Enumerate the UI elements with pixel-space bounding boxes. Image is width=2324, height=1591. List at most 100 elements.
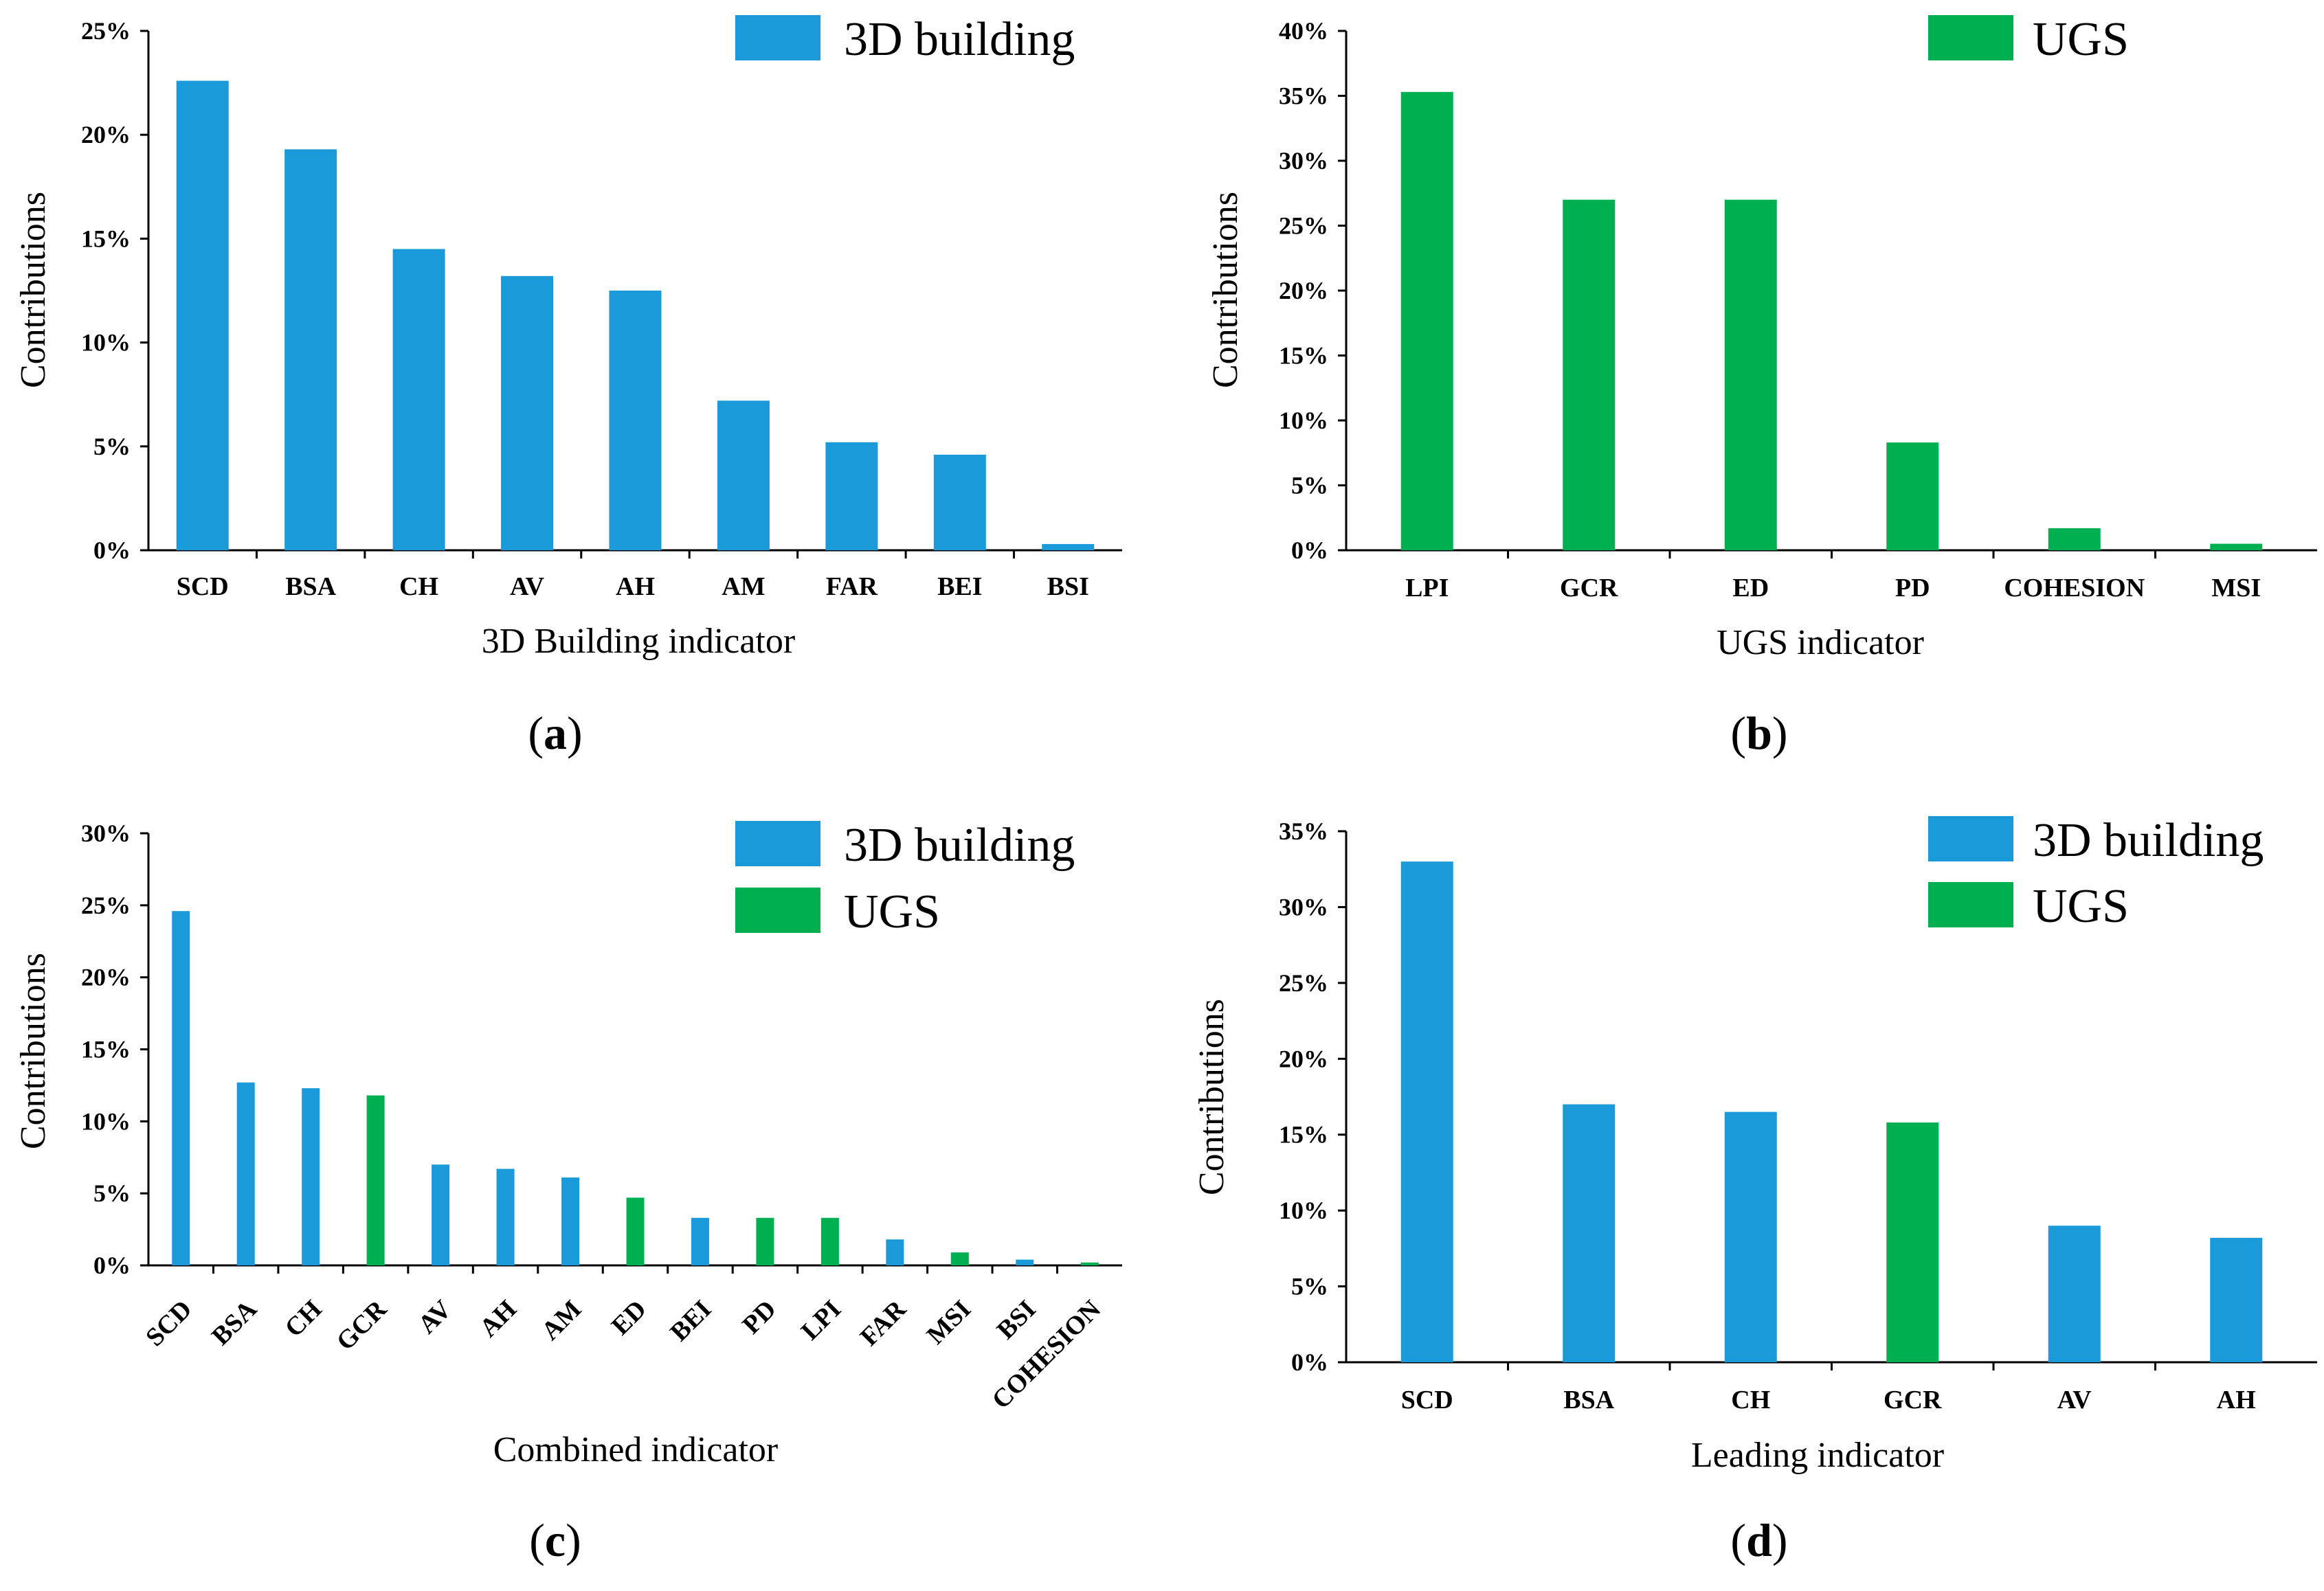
- y-tick-label: 5%: [1291, 472, 1328, 499]
- y-tick-label: 0%: [93, 537, 131, 564]
- bar-bsa: [284, 149, 337, 551]
- y-tick-label: 10%: [81, 1107, 131, 1135]
- bar-am: [717, 400, 770, 550]
- legend: 3D building: [735, 13, 1075, 66]
- x-category-label: BSI: [1047, 572, 1089, 601]
- panel-label: (a): [528, 707, 582, 759]
- x-category-label: BEI: [937, 572, 982, 601]
- x-category-label: AV: [412, 1294, 457, 1339]
- y-axis-title: Contributions: [1206, 192, 1245, 388]
- x-category-label: BSA: [285, 572, 336, 601]
- y-axis-title: Contributions: [14, 192, 53, 388]
- panel-a-chart: 0% 5% 10% 15% 20% 25% SCD BSA CH AV AH AM FAR BEI BSI 3…: [14, 13, 1122, 759]
- bar-pd: [756, 1217, 774, 1265]
- y-tick-label: 20%: [1279, 1045, 1328, 1072]
- x-category-label: MSI: [921, 1295, 976, 1350]
- y-tick-label: 30%: [1279, 893, 1328, 921]
- x-category-label: CH: [1731, 1386, 1770, 1414]
- legend-swatch-ugs: [735, 888, 820, 933]
- y-tick-label: 15%: [1279, 1121, 1328, 1149]
- legend: UGS: [1928, 13, 2129, 66]
- legend: 3D building UGS: [735, 819, 1075, 938]
- y-tick-label: 20%: [81, 121, 131, 148]
- y-axis-title: Contributions: [1192, 999, 1231, 1195]
- x-category-label: SCD: [140, 1295, 197, 1352]
- y-tick-label: 5%: [93, 1180, 131, 1207]
- bar-bei: [691, 1217, 709, 1265]
- panel-label: (b): [1730, 707, 1787, 759]
- bar-cohesion: [2048, 528, 2101, 550]
- legend-label-building: 3D building: [844, 13, 1075, 66]
- y-tick-label: 30%: [1279, 147, 1328, 174]
- x-axis-title: 3D Building indicator: [482, 622, 795, 661]
- x-category-label: AV: [2057, 1386, 2092, 1414]
- bar-scd: [176, 80, 229, 551]
- x-category-label: GCR: [331, 1294, 393, 1356]
- y-tick-label: 5%: [93, 433, 131, 460]
- x-axis-title: Leading indicator: [1691, 1436, 1944, 1475]
- y-tick-label: 0%: [93, 1252, 131, 1279]
- y-tick-label: 25%: [81, 892, 131, 919]
- x-category-label: GCR: [1884, 1386, 1942, 1414]
- y-tick-label: 0%: [1291, 537, 1328, 564]
- bar-ah: [2210, 1237, 2263, 1362]
- x-category-label: MSI: [2211, 574, 2261, 602]
- bar-am: [561, 1177, 580, 1265]
- y-tick-label: 15%: [81, 1036, 131, 1063]
- legend-label-ugs: UGS: [844, 885, 940, 938]
- y-tick-label: 25%: [81, 17, 131, 45]
- bar-lpi: [1400, 91, 1453, 550]
- x-category-label: SCD: [177, 572, 229, 601]
- y-tick-label: 20%: [1279, 277, 1328, 304]
- y-tick-label: 5%: [1291, 1273, 1328, 1300]
- y-tick-label: 40%: [1279, 17, 1328, 45]
- bar-bei: [933, 454, 986, 550]
- bar-ch: [1724, 1112, 1777, 1362]
- panel-c-chart: 0% 5% 10% 15% 20% 25% 30% SCD BSA CH GCR AV AH AM ED BE…: [14, 819, 1122, 1566]
- y-tick-label: 25%: [1279, 969, 1328, 997]
- bar-scd: [1400, 861, 1453, 1362]
- x-category-label: ED: [606, 1295, 652, 1341]
- x-category-label: BSA: [1563, 1386, 1614, 1414]
- x-category-label: AM: [536, 1295, 587, 1346]
- x-category-label: AV: [510, 572, 545, 601]
- bar-ah: [496, 1169, 515, 1265]
- x-category-label: BEI: [664, 1295, 717, 1347]
- x-category-label: CH: [399, 572, 438, 601]
- y-tick-label: 10%: [1279, 1197, 1328, 1224]
- y-tick-label: 15%: [1279, 342, 1328, 370]
- bar-pd: [1886, 442, 1939, 550]
- bar-bsa: [1563, 1104, 1616, 1362]
- legend-label-building: 3D building: [2033, 814, 2264, 867]
- bar-lpi: [820, 1217, 839, 1265]
- y-tick-label: 15%: [81, 225, 131, 252]
- y-tick-label: 0%: [1291, 1349, 1328, 1376]
- bar-far: [886, 1239, 904, 1265]
- bar-msi: [950, 1252, 969, 1265]
- y-tick-label: 30%: [81, 820, 131, 847]
- x-category-label: AH: [616, 572, 655, 601]
- y-tick-label: 10%: [1279, 407, 1328, 434]
- bar-bsa: [236, 1082, 255, 1265]
- bar-far: [825, 442, 878, 550]
- y-tick-label: 10%: [81, 329, 131, 357]
- legend-swatch-ugs: [1928, 882, 2013, 927]
- y-tick-label: 35%: [1279, 817, 1328, 845]
- x-category-label: GCR: [1560, 574, 1618, 602]
- legend-swatch-ugs: [1928, 15, 2013, 60]
- bar-msi: [2210, 543, 2263, 550]
- x-category-label: PD: [737, 1295, 782, 1340]
- legend-swatch-building: [735, 15, 820, 60]
- panel-label: (c): [529, 1514, 581, 1566]
- x-category-label: LPI: [1405, 574, 1449, 602]
- x-category-label: AH: [2217, 1386, 2256, 1414]
- bar-bsi: [1016, 1259, 1034, 1265]
- bar-cohesion: [1080, 1262, 1099, 1265]
- panel-d-chart: 0% 5% 10% 15% 20% 25% 30% 35% SCD BSA CH GCR AV AH Lea…: [1192, 814, 2317, 1566]
- bar-ed: [626, 1197, 645, 1265]
- legend-swatch-building: [735, 821, 820, 866]
- panel-label: (d): [1730, 1514, 1787, 1566]
- bar-ah: [609, 291, 662, 550]
- bar-av: [2048, 1226, 2101, 1362]
